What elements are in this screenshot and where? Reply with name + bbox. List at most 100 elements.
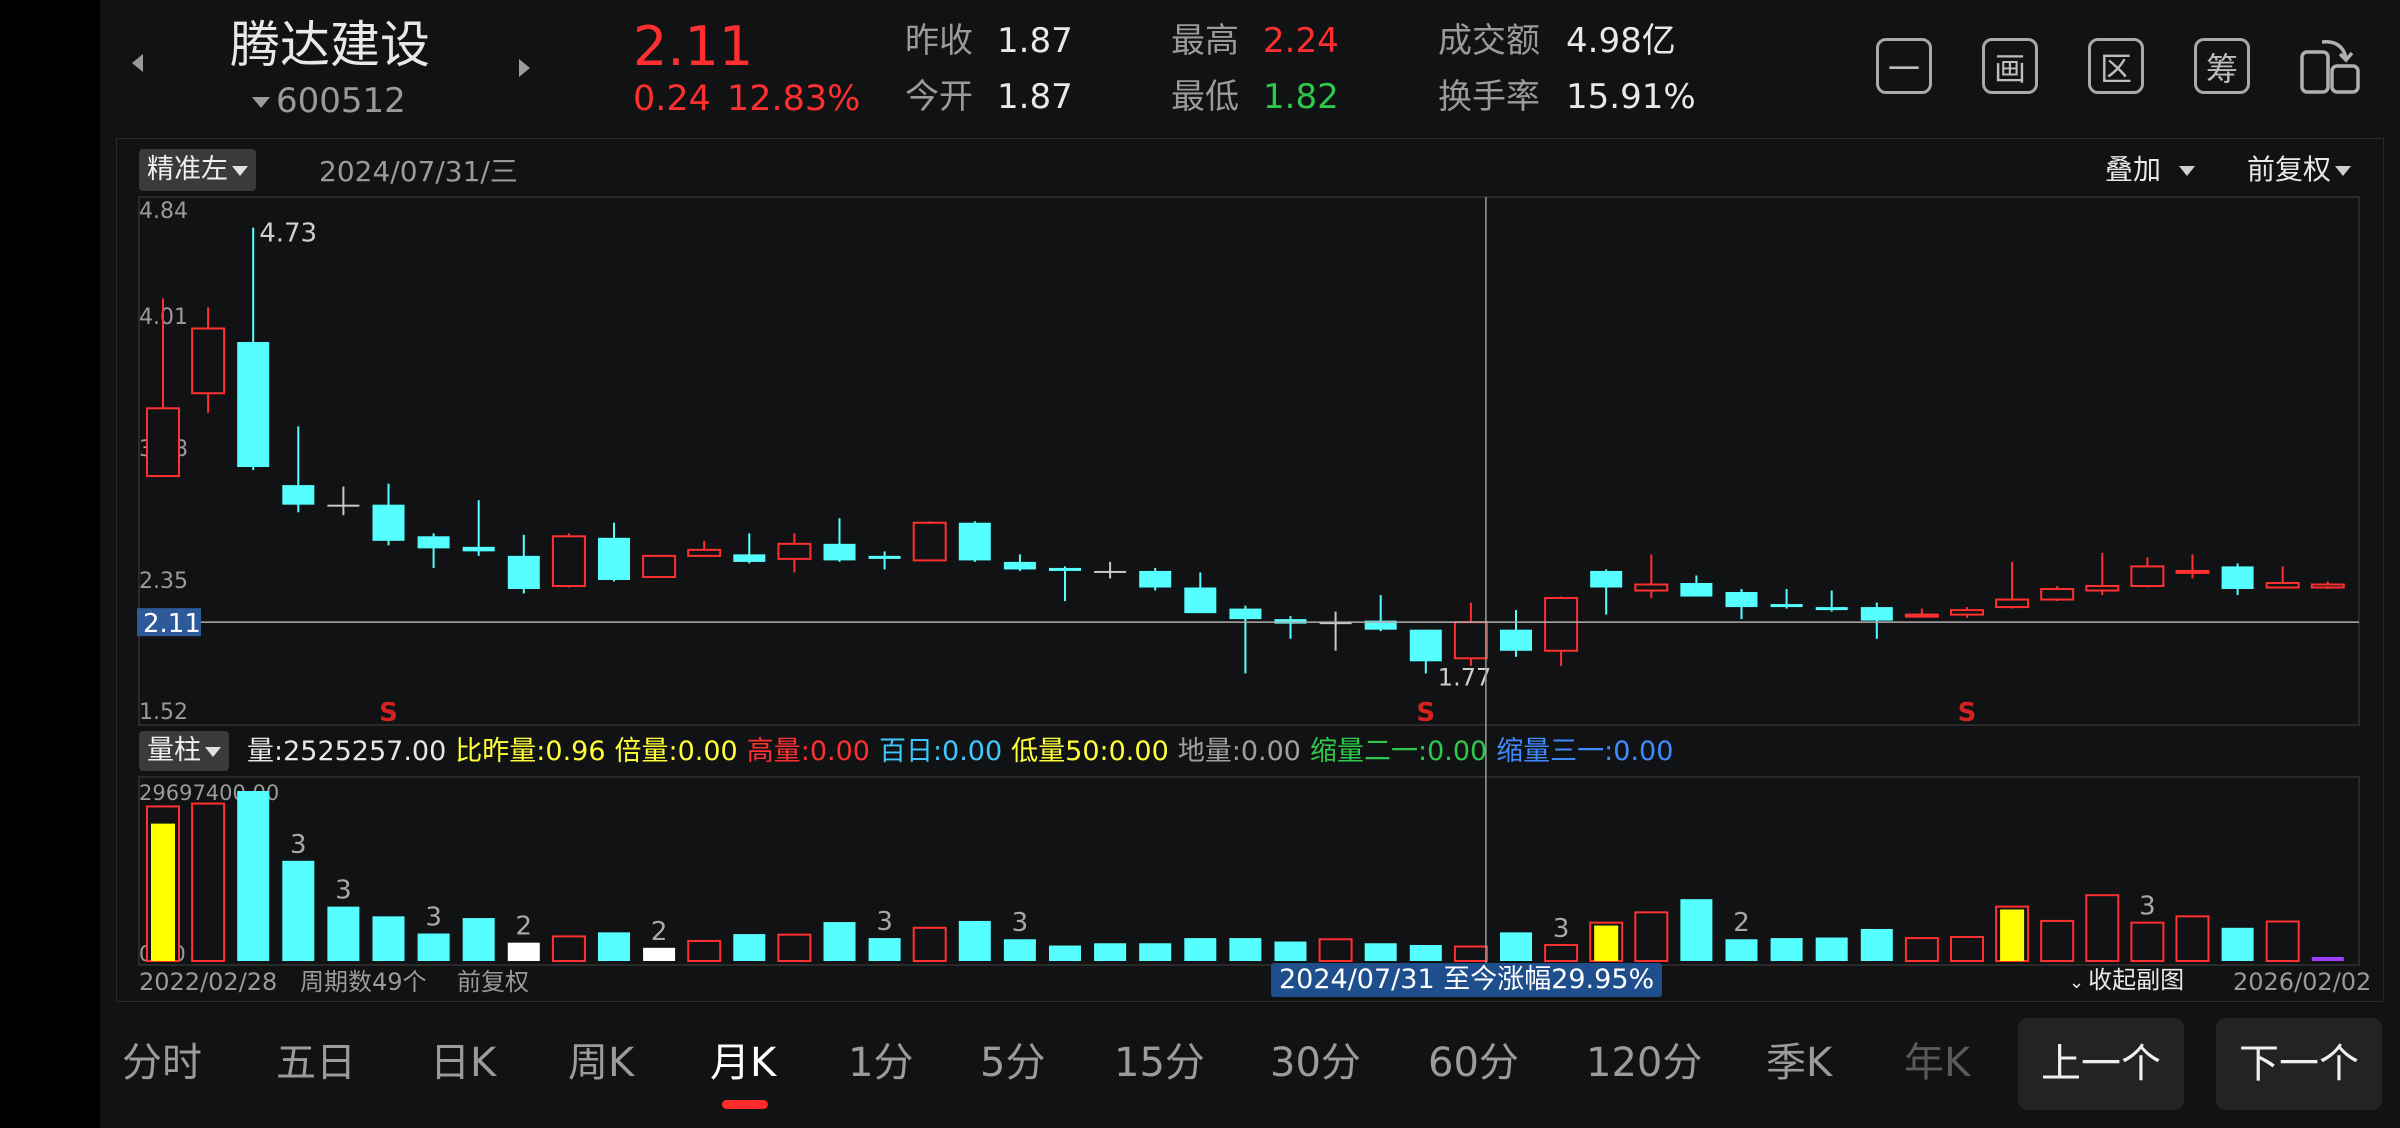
- stock-code: 600512: [276, 81, 406, 121]
- volume-indicator: 缩量二一:0.00: [1309, 736, 1488, 767]
- tab-timeframe-fenshi[interactable]: 分时: [122, 1040, 202, 1086]
- collapse-subchart-button[interactable]: ⌄ 收起副图: [2069, 965, 2184, 998]
- tab-timeframe-jik[interactable]: 季K: [1766, 1040, 1833, 1086]
- overlay-dropdown[interactable]: 叠加: [2105, 151, 2196, 189]
- candle-body: [2221, 566, 2254, 590]
- price-area-frame: [138, 196, 2360, 726]
- next-stock-button[interactable]: 下一个: [2216, 1018, 2382, 1110]
- price-change: 0.24 12.83%: [633, 76, 860, 122]
- high-value: 2.24: [1263, 21, 1339, 61]
- chart-date: 2024/07/31/三: [319, 155, 518, 188]
- stock-code-selector[interactable]: 600512: [252, 78, 406, 124]
- candle-body: [2310, 583, 2345, 589]
- volume-indicator-row: 量:2525257.00 比昨量:0.96 倍量:0.00 高量:0.00 百日:0.0…: [247, 735, 1682, 769]
- volume-bar: [2221, 927, 2254, 961]
- volume-bar: [237, 791, 270, 961]
- volume-bar: [912, 926, 947, 963]
- volume-bar: [417, 933, 450, 961]
- collapse-label: 收起副图: [2088, 966, 2185, 994]
- volume-bar: [1904, 937, 1939, 962]
- candle-body: [1364, 620, 1397, 630]
- chips-icon[interactable]: 筹: [2194, 38, 2250, 94]
- volume-bar: [327, 906, 360, 961]
- candle-body: [417, 536, 450, 549]
- tab-timeframe-rik[interactable]: 日K: [430, 1040, 497, 1086]
- volume-indicator: 百日:0.00: [878, 736, 1003, 767]
- min-price-annotation: 1.77: [1438, 663, 1491, 691]
- turnover-label: 换手率: [1438, 77, 1540, 117]
- open-value: 1.87: [997, 77, 1073, 117]
- open-label: 今开: [905, 77, 973, 117]
- volume-highlight-bar: [151, 823, 175, 961]
- candle-body: [1049, 567, 1081, 571]
- candle-body: [1409, 629, 1442, 662]
- volume-indicator: 地量:0.00: [1177, 736, 1301, 767]
- volume-count-label: 3: [290, 830, 307, 860]
- signal-marker: S: [1416, 698, 1435, 728]
- prev-stock-button[interactable]: 上一个: [2018, 1018, 2184, 1110]
- price-change-pct: 12.83%: [726, 79, 861, 119]
- candle-body: [462, 546, 495, 552]
- caret-down-icon: [2179, 166, 2196, 176]
- prev-close-label: 昨收: [905, 21, 973, 61]
- adjust-label: 前复权: [2247, 153, 2332, 186]
- kline-chart-svg[interactable]: 333 2 2 3 3 3 23S S S4.731.772.11: [117, 139, 2383, 1001]
- volume-bar: [1634, 911, 1669, 962]
- since-gain-badge: 2024/07/31 至今涨幅29.95%: [1271, 963, 1663, 997]
- draw-icon[interactable]: 画: [1982, 38, 2038, 94]
- chart-mode-dropdown[interactable]: 精准左: [139, 149, 256, 191]
- volume-bar: [2130, 921, 2165, 963]
- signal-marker: S: [379, 698, 398, 728]
- candle-body: [237, 342, 270, 468]
- candle-body: [1860, 607, 1893, 621]
- volume-bar: [1680, 899, 1713, 961]
- volume-area-frame: [138, 776, 2360, 966]
- volume-mode-dropdown[interactable]: 量柱: [139, 731, 229, 771]
- volume-bar: [372, 916, 405, 961]
- volume-bar: [1139, 943, 1172, 961]
- tab-timeframe-wuri[interactable]: 五日: [276, 1040, 356, 1086]
- tab-timeframe-30min[interactable]: 30分: [1270, 1040, 1361, 1086]
- volume-count-label: 2: [651, 917, 668, 947]
- volume-bar: [2085, 894, 2120, 962]
- price-tick-label: 2.35: [139, 569, 188, 594]
- tab-timeframe-zhouk[interactable]: 周K: [568, 1040, 635, 1086]
- volume-highlight-bar: [1594, 925, 1619, 961]
- volume-bar: [1409, 944, 1442, 961]
- candle-body: [2265, 581, 2300, 589]
- tab-timeframe-15min[interactable]: 15分: [1114, 1040, 1205, 1086]
- tab-timeframe-60min[interactable]: 60分: [1428, 1040, 1519, 1086]
- adjust-dropdown[interactable]: 前复权: [2247, 151, 2352, 189]
- candle-body: [1544, 597, 1579, 652]
- candle-body: [1453, 621, 1488, 660]
- candle-body: [1319, 622, 1352, 625]
- crosshair-price-label: 2.11: [143, 609, 201, 639]
- amount-value: 4.98亿: [1566, 21, 1676, 61]
- region-icon[interactable]: 区: [2088, 38, 2144, 94]
- candle-body: [1634, 583, 1669, 592]
- caret-down-icon: [2335, 166, 2352, 176]
- tab-timeframe-120min[interactable]: 120分: [1586, 1040, 1703, 1086]
- max-price-annotation: 4.73: [259, 219, 317, 249]
- next-stock-arrow[interactable]: [519, 59, 530, 77]
- price-tick-label: 4.84: [139, 199, 188, 224]
- rotate-screen-icon[interactable]: [2298, 36, 2362, 98]
- volume-bar: [1003, 939, 1036, 961]
- tab-timeframe-niank[interactable]: 年K: [1904, 1040, 1971, 1086]
- chart-mode-label: 精准左: [147, 154, 228, 185]
- volume-bar: [1229, 938, 1262, 961]
- candle-body: [687, 548, 722, 557]
- minus-icon[interactable]: 一: [1876, 38, 1932, 94]
- active-tab-indicator: [722, 1100, 768, 1109]
- volume-indicator: 比昨量:0.96: [455, 736, 606, 767]
- volume-count-label: 3: [2139, 892, 2156, 922]
- low-label: 最低: [1171, 77, 1239, 117]
- volume-count-label: 2: [516, 912, 533, 942]
- tab-timeframe-yuek[interactable]: 月K: [710, 1040, 777, 1086]
- candle-body: [1003, 561, 1036, 570]
- tab-timeframe-1min[interactable]: 1分: [848, 1040, 914, 1086]
- tab-timeframe-5min[interactable]: 5分: [980, 1040, 1046, 1086]
- candle-body: [551, 535, 586, 588]
- volume-indicator: 倍量:0.00: [614, 736, 738, 767]
- prev-stock-arrow[interactable]: [132, 54, 143, 72]
